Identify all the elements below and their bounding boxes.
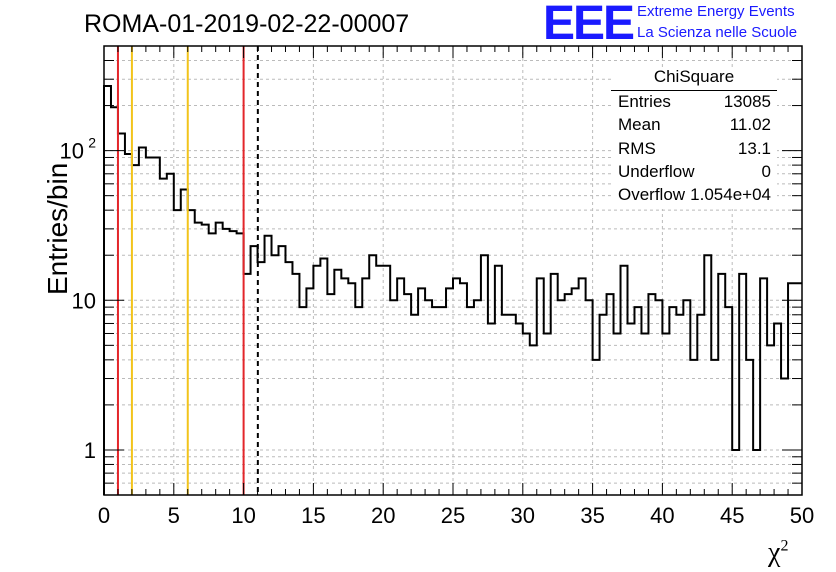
x-tick-label: 40 bbox=[650, 503, 674, 528]
x-tick-label: 15 bbox=[301, 503, 325, 528]
stats-row-overflow: Overflow 1.054e+04 bbox=[618, 185, 771, 204]
x-axis-label: χ2 bbox=[768, 537, 789, 568]
x-tick-label: 30 bbox=[511, 503, 535, 528]
y-tick-label: 10 bbox=[72, 288, 96, 313]
x-tick-label: 10 bbox=[231, 503, 255, 528]
stats-box-title: ChiSquare bbox=[611, 67, 777, 91]
logo-line-1: Extreme Energy Events bbox=[637, 3, 795, 20]
stats-row-rms: RMS 13.1 bbox=[618, 139, 771, 158]
y-axis-label: Entries/bin bbox=[42, 162, 73, 295]
x-tick-label: 0 bbox=[98, 503, 110, 528]
x-tick-label: 25 bbox=[441, 503, 465, 528]
x-tick-label: 20 bbox=[371, 503, 395, 528]
stats-box: ChiSquare Entries 13085 Mean 11.02 RMS 13.1… bbox=[611, 67, 777, 209]
eee-logo-mark: EEE bbox=[543, 0, 635, 50]
y-tick-label-exponent: 2 bbox=[88, 135, 96, 151]
x-tick-label: 45 bbox=[720, 503, 744, 528]
x-tick-label: 5 bbox=[168, 503, 180, 528]
x-tick-label: 50 bbox=[790, 503, 814, 528]
logo-line-2: La Scienza nelle Scuole bbox=[637, 24, 798, 41]
stats-row-entries: Entries 13085 bbox=[618, 92, 771, 111]
y-tick-label: 10 bbox=[60, 139, 84, 164]
histogram-series bbox=[103, 85, 802, 495]
stats-row-mean: Mean 11.02 bbox=[618, 115, 771, 134]
stats-row-underflow: Underflow 0 bbox=[618, 162, 771, 181]
chart-title: ROMA-01-2019-02-22-00007 bbox=[84, 10, 410, 38]
y-tick-label: 1 bbox=[84, 438, 96, 463]
x-tick-label: 35 bbox=[580, 503, 604, 528]
